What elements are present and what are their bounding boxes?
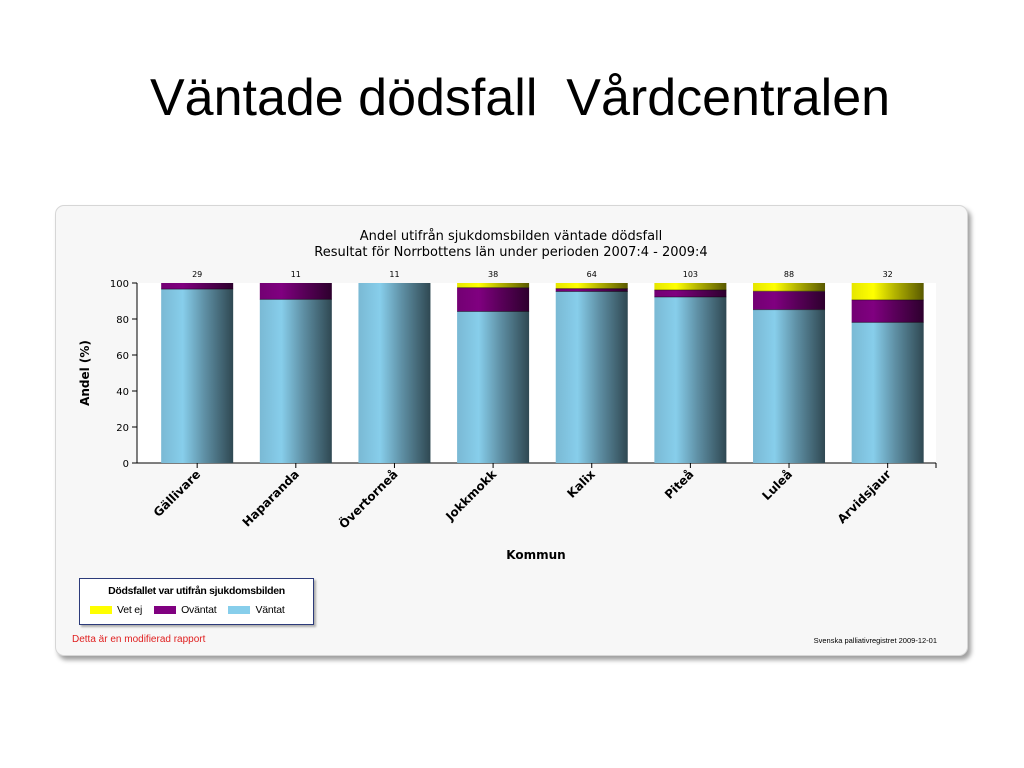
legend-label-ovantat: Oväntat xyxy=(181,604,217,616)
bar-vantat-jokkmokk xyxy=(457,311,530,463)
bar-count-label: 11 xyxy=(291,270,301,279)
legend: Dödsfallet var utifrån sjukdomsbilden Ve… xyxy=(79,578,314,625)
bar-vantat-overtornea xyxy=(358,283,431,463)
x-axis-label: Kommun xyxy=(506,548,565,562)
bar-count-label: 29 xyxy=(192,270,202,279)
legend-swatch-vet-ej xyxy=(90,606,112,614)
x-tick-label-lulea: Luleå xyxy=(759,467,795,503)
x-tick-label-arvidsjaur: Arvidsjaur xyxy=(835,467,894,526)
chart-title: Andel utifrån sjukdomsbilden väntade död… xyxy=(360,229,663,244)
bar-vantat-gallivare xyxy=(161,289,234,463)
bar-vantat-pitea xyxy=(654,297,727,463)
y-tick-label: 40 xyxy=(116,387,129,398)
x-tick-label-pitea: Piteå xyxy=(662,467,697,502)
chart-area: Andel utifrån sjukdomsbilden väntade död… xyxy=(78,229,937,562)
legend-title: Dödsfallet var utifrån sjukdomsbilden xyxy=(108,585,285,597)
bar-count-label: 64 xyxy=(587,270,597,279)
legend-label-vet-ej: Vet ej xyxy=(117,604,143,616)
bar-count-label: 38 xyxy=(488,270,498,279)
bar-ovantat-gallivare xyxy=(161,283,234,290)
legend-label-vantat: Väntat xyxy=(255,604,285,616)
x-tick-label-kalix: Kalix xyxy=(564,467,598,501)
y-tick-label: 20 xyxy=(116,423,129,434)
x-tick-label-overtornea: Övertorneå xyxy=(336,467,401,532)
chart-subtitle: Resultat för Norrbottens län under perio… xyxy=(314,245,707,260)
bar-vet-ej-pitea xyxy=(654,283,727,291)
y-tick-label: 0 xyxy=(123,459,129,470)
y-tick-label: 60 xyxy=(116,351,129,362)
bar-ovantat-jokkmokk xyxy=(457,287,530,312)
bar-count-label: 88 xyxy=(784,270,794,279)
modified-report-note: Detta är en modifierad rapport xyxy=(72,634,206,645)
bar-vantat-kalix xyxy=(555,291,628,463)
bar-ovantat-pitea xyxy=(654,290,727,298)
y-tick-label: 100 xyxy=(110,279,129,290)
bar-ovantat-haparanda xyxy=(259,283,332,300)
y-axis-label: Andel (%) xyxy=(78,340,92,406)
legend-item-vantat: Väntat xyxy=(228,604,285,616)
bar-count-label: 32 xyxy=(883,270,893,279)
bar-vantat-lulea xyxy=(753,309,826,463)
bar-count-label: 11 xyxy=(389,270,399,279)
bar-vet-ej-jokkmokk xyxy=(457,283,530,288)
legend-item-vet-ej: Vet ej xyxy=(90,604,142,616)
legend-swatch-ovantat xyxy=(154,606,177,614)
x-tick-label-gallivare: Gällivare xyxy=(151,467,204,520)
x-tick-label-haparanda: Haparanda xyxy=(240,467,302,529)
bar-ovantat-arvidsjaur xyxy=(851,299,924,323)
bar-vantat-arvidsjaur xyxy=(851,322,924,463)
source-note: Svenska palliativregistret 2009-12-01 xyxy=(813,636,937,645)
bar-vet-ej-kalix xyxy=(555,283,628,289)
legend-items: Vet ej Oväntat Väntat xyxy=(90,604,285,616)
slide-title: Väntade dödsfall Vårdcentralen xyxy=(149,69,891,127)
x-tick-label-jokkmokk: Jokkmokk xyxy=(442,467,500,525)
report-panel: Andel utifrån sjukdomsbilden väntade död… xyxy=(55,205,968,656)
bar-count-label: 103 xyxy=(683,270,698,279)
y-tick-label: 80 xyxy=(116,315,129,326)
bar-vet-ej-lulea xyxy=(753,283,826,292)
legend-swatch-vantat xyxy=(228,606,251,614)
bar-vet-ej-arvidsjaur xyxy=(851,283,924,300)
bar-ovantat-lulea xyxy=(753,291,826,310)
bar-vantat-haparanda xyxy=(259,299,332,463)
legend-item-ovantat: Oväntat xyxy=(154,604,217,616)
bar-ovantat-kalix xyxy=(555,288,628,292)
